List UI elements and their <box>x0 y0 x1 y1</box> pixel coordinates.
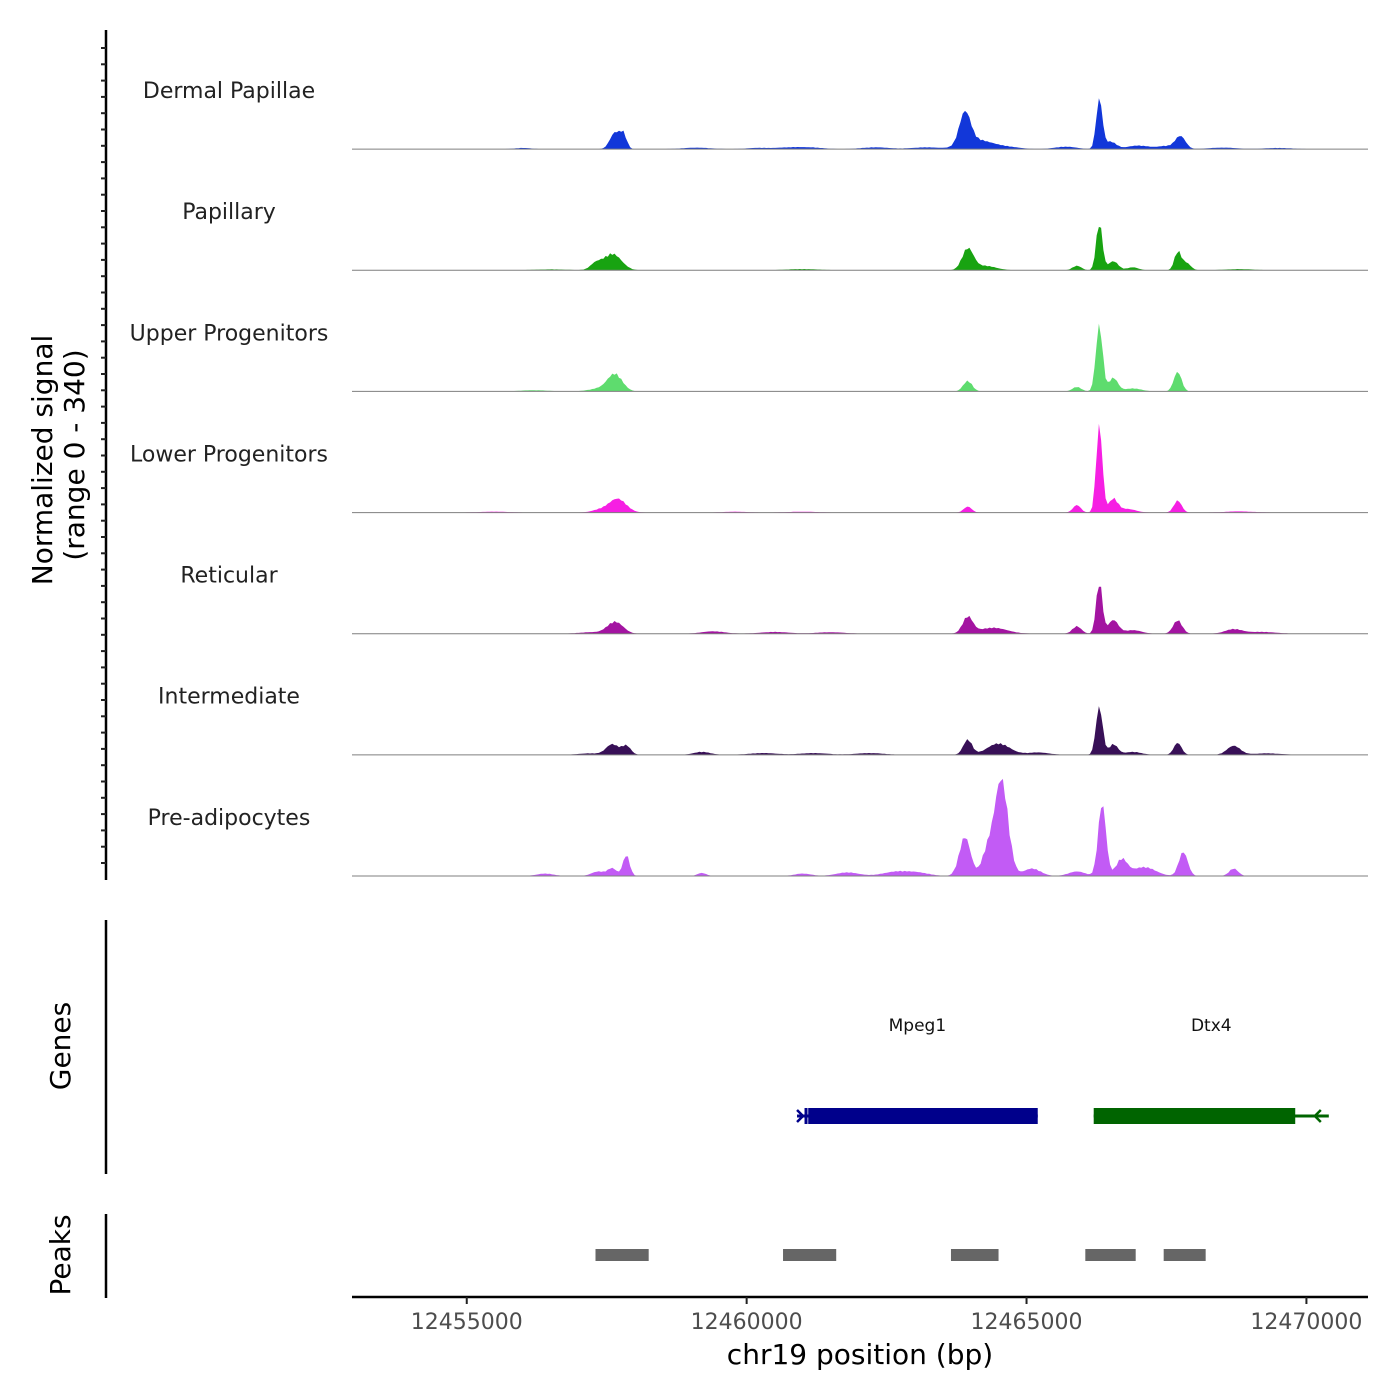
coverage-area-pre-adipocytes <box>436 778 1329 876</box>
peak-region <box>783 1249 837 1261</box>
y-axis-range-label: (range 0 - 340) <box>58 349 91 560</box>
track-label-papillary: Papillary <box>182 200 276 225</box>
peak-region <box>950 1249 999 1261</box>
track-label-lower-progenitors: Lower Progenitors <box>130 442 328 467</box>
x-tick-label: 12470000 <box>1250 1310 1362 1335</box>
coverage-area-upper-progenitors <box>436 323 1329 392</box>
peak-region <box>1085 1249 1136 1261</box>
peak-region <box>1163 1249 1206 1261</box>
x-tick-label: 12460000 <box>691 1310 803 1335</box>
x-axis-label: chr19 position (bp) <box>727 1338 993 1371</box>
peaks-label: Peaks <box>44 1214 77 1295</box>
coverage-area-papillary <box>436 226 1329 271</box>
track-label-pre-adipocytes: Pre-adipocytes <box>148 806 311 831</box>
x-tick-label: 12455000 <box>411 1310 523 1335</box>
genes-label: Genes <box>44 1002 77 1090</box>
coverage-area-intermediate <box>436 706 1329 755</box>
peak-region <box>595 1249 649 1261</box>
track-label-upper-progenitors: Upper Progenitors <box>130 321 329 346</box>
coverage-area-dermal-papillae <box>436 98 1329 150</box>
x-tick-label: 12465000 <box>971 1310 1083 1335</box>
track-label-reticular: Reticular <box>180 564 278 589</box>
gene-body-dtx4 <box>1093 1108 1296 1124</box>
gene-body-mpeg1 <box>808 1108 1038 1124</box>
gene-label-mpeg1: Mpeg1 <box>889 1016 947 1036</box>
y-axis-label: Normalized signal <box>26 335 59 586</box>
track-label-dermal-papillae: Dermal Papillae <box>143 79 315 104</box>
coverage-area-lower-progenitors <box>436 423 1329 513</box>
gene-strand-arrow-mpeg1 <box>796 1109 805 1123</box>
gene-strand-arrow-dtx4 <box>1313 1109 1322 1123</box>
coverage-area-reticular <box>436 586 1329 634</box>
gene-label-dtx4: Dtx4 <box>1191 1016 1232 1036</box>
track-label-intermediate: Intermediate <box>158 685 300 710</box>
